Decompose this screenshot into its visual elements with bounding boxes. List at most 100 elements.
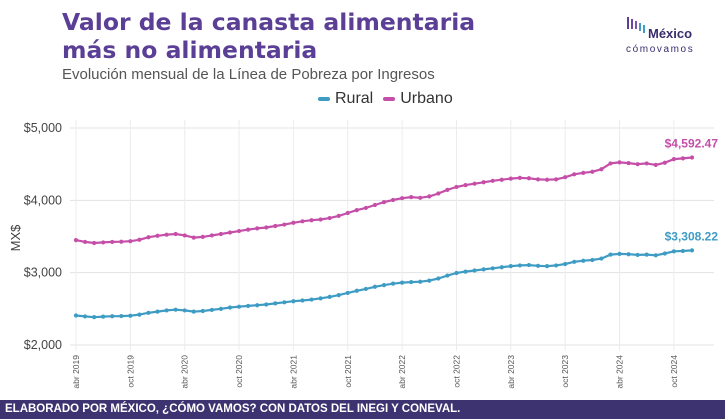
data-point-rural bbox=[390, 281, 396, 286]
y-tick-label: $2,000 bbox=[24, 338, 62, 352]
data-point-rural bbox=[481, 267, 486, 272]
y-tick-label: $4,000 bbox=[24, 193, 62, 207]
data-point-rural bbox=[92, 315, 97, 320]
data-point-rural bbox=[300, 298, 305, 303]
data-point-rural bbox=[191, 309, 196, 314]
data-point-urbano bbox=[101, 240, 106, 245]
data-point-urbano bbox=[653, 162, 658, 167]
data-point-rural bbox=[662, 251, 667, 256]
legend: Rural Urbano bbox=[318, 90, 463, 108]
data-point-urbano bbox=[662, 160, 667, 165]
logo-name: México bbox=[648, 26, 693, 41]
y-tick-label: $5,000 bbox=[24, 121, 62, 135]
data-point-rural bbox=[354, 288, 359, 293]
x-tick-label: abr 2024 bbox=[615, 355, 625, 389]
data-point-rural bbox=[227, 305, 233, 310]
x-tick-label: oct 2023 bbox=[560, 355, 570, 388]
data-point-rural bbox=[182, 308, 187, 313]
data-point-rural bbox=[554, 263, 559, 268]
data-point-rural bbox=[689, 248, 695, 253]
data-point-urbano bbox=[381, 200, 387, 205]
data-point-rural bbox=[572, 259, 577, 264]
data-point-rural bbox=[608, 252, 613, 257]
data-point-urbano bbox=[282, 222, 287, 227]
end-label-rural: $3,308.22 bbox=[665, 229, 719, 243]
mexico-como-vamos-logo-icon bbox=[627, 17, 645, 33]
data-point-urbano bbox=[517, 175, 522, 181]
data-point-urbano bbox=[164, 232, 169, 237]
chart-subtitle: Evolución mensual de la Línea de Pobreza… bbox=[62, 66, 435, 83]
data-point-urbano bbox=[146, 235, 151, 240]
data-point-urbano bbox=[436, 191, 441, 196]
data-point-urbano bbox=[155, 233, 160, 238]
data-point-urbano bbox=[472, 181, 477, 186]
data-point-rural bbox=[363, 286, 368, 292]
data-point-urbano bbox=[608, 161, 613, 166]
data-point-urbano bbox=[499, 177, 504, 182]
data-point-rural bbox=[318, 296, 323, 301]
data-point-urbano bbox=[82, 239, 88, 245]
data-point-rural bbox=[644, 252, 649, 257]
data-point-rural bbox=[617, 251, 622, 256]
legend-swatch-urbano bbox=[383, 97, 396, 101]
data-point-rural bbox=[173, 307, 178, 312]
data-point-rural bbox=[164, 308, 169, 313]
data-point-rural bbox=[336, 292, 341, 298]
data-point-urbano bbox=[318, 217, 323, 222]
data-point-urbano bbox=[363, 205, 368, 211]
data-point-rural bbox=[400, 280, 405, 285]
x-tick-label: abr 2020 bbox=[180, 355, 190, 389]
data-point-rural bbox=[535, 263, 541, 268]
data-point-urbano bbox=[554, 177, 559, 182]
data-point-rural bbox=[246, 303, 251, 309]
legend-item-rural: Rural bbox=[318, 90, 373, 108]
logo-subtext: cómovamos bbox=[626, 44, 695, 55]
data-point-urbano bbox=[246, 227, 251, 232]
data-point-urbano bbox=[526, 176, 532, 181]
data-point-rural bbox=[635, 252, 640, 258]
data-point-urbano bbox=[209, 233, 214, 238]
data-point-rural bbox=[381, 283, 387, 288]
data-point-urbano bbox=[635, 162, 640, 167]
data-point-urbano bbox=[227, 230, 233, 235]
data-point-rural bbox=[427, 278, 432, 283]
data-point-rural bbox=[680, 248, 686, 254]
data-point-urbano bbox=[409, 194, 414, 200]
data-point-urbano bbox=[418, 195, 423, 200]
data-point-rural bbox=[255, 303, 260, 308]
data-point-urbano bbox=[427, 194, 432, 199]
data-point-urbano bbox=[264, 225, 269, 230]
data-point-rural bbox=[273, 301, 278, 306]
data-point-rural bbox=[101, 314, 106, 319]
data-point-urbano bbox=[110, 239, 115, 245]
data-point-rural bbox=[544, 264, 550, 269]
line-chart: $2,000 $3,000 $4,000 $5,000 abr 2019 oct 2019… bbox=[8, 120, 719, 389]
data-point-rural bbox=[671, 249, 676, 254]
end-label-urbano: $4,592.47 bbox=[665, 136, 719, 150]
data-point-rural bbox=[110, 314, 115, 319]
data-point-rural bbox=[517, 263, 522, 268]
legend-label-urbano: Urbano bbox=[400, 90, 453, 107]
data-point-urbano bbox=[200, 234, 205, 239]
data-point-rural bbox=[499, 265, 504, 270]
data-point-urbano bbox=[390, 197, 396, 203]
data-point-urbano bbox=[73, 238, 79, 243]
data-point-urbano bbox=[626, 160, 631, 166]
data-point-rural bbox=[128, 313, 133, 318]
data-point-urbano bbox=[128, 239, 133, 244]
data-point-urbano bbox=[563, 175, 568, 180]
y-axis-label: MX$ bbox=[8, 224, 23, 252]
data-point-urbano bbox=[644, 161, 649, 166]
data-point-urbano bbox=[572, 172, 577, 177]
footer-source: ELABORADO POR MÉXICO, ¿CÓMO VAMOS? CON D… bbox=[0, 400, 725, 419]
x-tick-label: oct 2021 bbox=[343, 355, 353, 388]
data-point-rural bbox=[581, 258, 586, 263]
data-point-urbano bbox=[218, 231, 224, 237]
data-point-urbano bbox=[463, 183, 468, 188]
legend-swatch-rural bbox=[318, 97, 330, 101]
data-point-urbano bbox=[590, 169, 595, 174]
data-point-urbano bbox=[372, 202, 378, 208]
data-point-urbano bbox=[119, 239, 124, 244]
data-point-urbano bbox=[400, 196, 405, 201]
data-point-urbano bbox=[137, 237, 142, 242]
